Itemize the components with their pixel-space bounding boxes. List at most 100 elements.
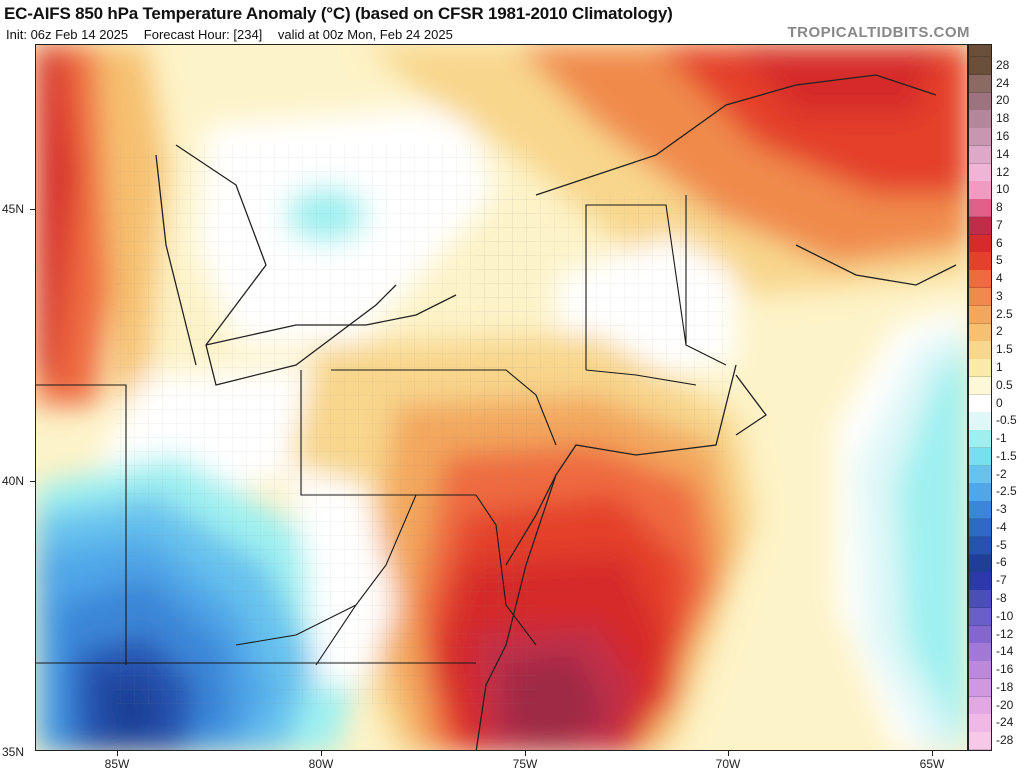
lat-label-45n: 45N — [2, 202, 25, 216]
site-brand: TROPICALTIDBITS.COM — [787, 24, 970, 41]
colorbar-cell — [969, 430, 991, 449]
colorbar-cell — [969, 145, 991, 165]
colorbar-cell — [969, 572, 991, 591]
colorbar-cell — [969, 128, 991, 147]
lon-label-75w: 75W — [512, 757, 538, 771]
init-time: Init: 06z Feb 14 2025 — [6, 27, 129, 42]
colorbar-label: 5 — [996, 253, 1003, 268]
colorbar-label: -12 — [996, 626, 1014, 641]
colorbar-label: -10 — [996, 608, 1014, 623]
colorbar — [968, 44, 992, 751]
colorbar-label: -8 — [996, 590, 1007, 605]
colorbar-cell — [969, 732, 991, 751]
colorbar-label: -0.5 — [996, 413, 1017, 428]
forecast-hour: Forecast Hour: [234] — [143, 27, 263, 42]
colorbar-label: 12 — [996, 164, 1010, 179]
colorbar-label: 7 — [996, 217, 1003, 232]
colorbar-label: -1 — [996, 431, 1007, 446]
colorbar-cell — [969, 376, 991, 396]
colorbar-label: -5 — [996, 537, 1007, 552]
colorbar-label: 2 — [996, 324, 1003, 339]
colorbar-label: 18 — [996, 111, 1010, 126]
lon-label-80w: 80W — [308, 757, 334, 771]
colorbar-label: -28 — [996, 733, 1014, 748]
colorbar-cell — [969, 394, 991, 413]
colorbar-cell — [969, 252, 991, 271]
colorbar-cell — [969, 412, 991, 431]
colorbar-cell — [969, 288, 991, 307]
state-borders — [36, 195, 727, 666]
colorbar-cell — [969, 74, 991, 94]
colorbar-cell — [969, 501, 991, 520]
colorbar-cell — [969, 643, 991, 662]
county-lines — [116, 145, 726, 705]
colorbar-cell — [969, 199, 991, 218]
lon-label-85w: 85W — [104, 757, 130, 771]
colorbar-label: 1 — [996, 359, 1003, 374]
lat-label-35n: 35N — [2, 745, 25, 759]
colorbar-cell — [969, 45, 991, 57]
colorbar-cell — [969, 625, 991, 644]
lon-label-70w: 70W — [715, 757, 741, 771]
colorbar-label: -4 — [996, 519, 1007, 534]
map-title: EC-AIFS 850 hPa Temperature Anomaly (°C)… — [4, 4, 673, 23]
lat-tick — [30, 209, 35, 210]
colorbar-label: -7 — [996, 573, 1007, 588]
colorbar-label: 24 — [996, 75, 1010, 90]
colorbar-cell — [969, 465, 991, 484]
colorbar-label: -14 — [996, 644, 1014, 659]
anomaly-field — [36, 45, 967, 750]
anomaly-map — [35, 44, 968, 751]
coastlines — [155, 74, 957, 750]
colorbar-cell — [969, 590, 991, 609]
colorbar-label: -20 — [996, 697, 1014, 712]
colorbar-cell — [969, 270, 991, 289]
colorbar-label: 28 — [996, 57, 1010, 72]
colorbar-label: -18 — [996, 679, 1014, 694]
colorbar-cell — [969, 714, 991, 733]
colorbar-label: 2.5 — [996, 306, 1013, 321]
colorbar-label: 8 — [996, 200, 1003, 215]
colorbar-cell — [969, 181, 991, 200]
colorbar-label: 10 — [996, 182, 1010, 197]
lon-tick — [728, 751, 729, 756]
colorbar-cell — [969, 234, 991, 253]
colorbar-cell — [969, 341, 991, 360]
lon-label-65w: 65W — [919, 757, 945, 771]
colorbar-cell — [969, 359, 991, 378]
colorbar-cell — [969, 661, 991, 680]
colorbar-label: 6 — [996, 235, 1003, 250]
colorbar-label: 14 — [996, 146, 1010, 161]
lat-tick — [30, 481, 35, 482]
colorbar-label: -2 — [996, 466, 1007, 481]
colorbar-cell — [969, 216, 991, 236]
lon-tick — [117, 751, 118, 756]
colorbar-cell — [969, 554, 991, 573]
lon-tick — [321, 751, 322, 756]
colorbar-label: -3 — [996, 502, 1007, 517]
colorbar-cell — [969, 323, 991, 342]
colorbar-cell — [969, 305, 991, 325]
lat-label-40n: 40N — [2, 474, 25, 488]
colorbar-label: -6 — [996, 555, 1007, 570]
colorbar-cell — [969, 678, 991, 698]
colorbar-cell — [969, 110, 991, 129]
lon-tick — [525, 751, 526, 756]
colorbar-cell — [969, 483, 991, 502]
colorbar-cell — [969, 696, 991, 715]
colorbar-cell — [969, 92, 991, 111]
colorbar-cell — [969, 519, 991, 538]
colorbar-label: 3 — [996, 288, 1003, 303]
valid-time: valid at 00z Mon, Feb 24 2025 — [277, 27, 453, 42]
colorbar-label: 4 — [996, 271, 1003, 286]
colorbar-label: -1.5 — [996, 448, 1017, 463]
run-info: Init: 06z Feb 14 2025 Forecast Hour: [23… — [6, 27, 465, 42]
lon-tick — [932, 751, 933, 756]
colorbar-label: 0.5 — [996, 377, 1013, 392]
colorbar-cell — [969, 163, 991, 182]
colorbar-label: 0 — [996, 395, 1003, 410]
colorbar-label: -16 — [996, 662, 1014, 677]
colorbar-cell — [969, 57, 991, 76]
colorbar-label: -24 — [996, 715, 1014, 730]
colorbar-cell — [969, 607, 991, 627]
